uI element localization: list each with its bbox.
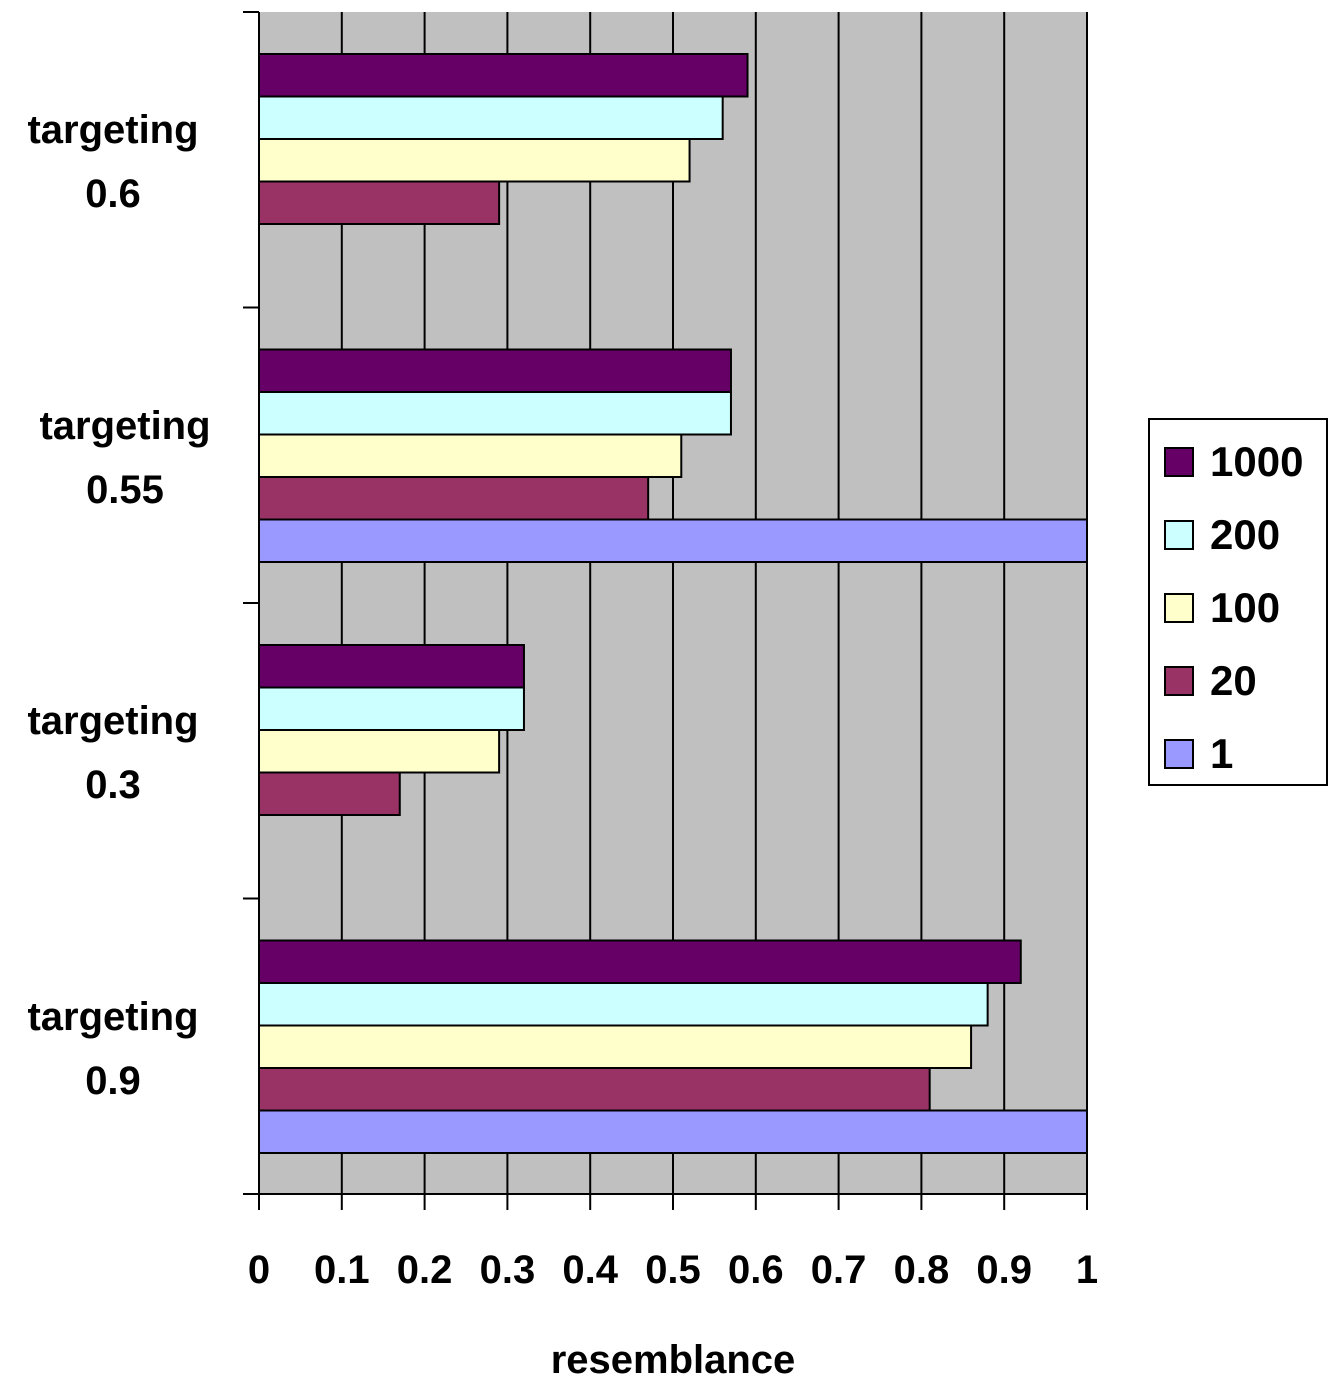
category-label-line: targeting <box>27 108 199 152</box>
legend-item: 200 <box>1164 511 1280 558</box>
legend-swatch <box>1164 666 1194 696</box>
legend-swatch <box>1164 447 1194 477</box>
axes <box>243 11 1088 1210</box>
legend-label: 1000 <box>1210 438 1304 485</box>
x-tick-label: 1 <box>1075 1248 1099 1292</box>
bar-200 <box>258 982 989 1027</box>
category-label-line: targeting <box>39 403 211 448</box>
bar-100 <box>258 1024 973 1069</box>
bar-200 <box>258 686 525 731</box>
x-tick-label: 0.3 <box>479 1248 536 1292</box>
category-label-line: targeting <box>27 699 199 743</box>
bar-200 <box>258 391 732 436</box>
category-label-line: 0.9 <box>85 1058 141 1103</box>
bar-100 <box>258 138 691 183</box>
x-tick-label: 0.8 <box>893 1248 950 1292</box>
bar-1 <box>258 518 1088 563</box>
x-tick-label: 0.5 <box>645 1248 701 1292</box>
bar-200 <box>258 95 724 140</box>
legend-label: 100 <box>1210 584 1281 631</box>
bar-1 <box>258 1109 1088 1154</box>
category-label: targeting 0.6 <box>0 98 228 226</box>
legend-swatch <box>1164 520 1194 550</box>
x-tick-label: 0.7 <box>810 1248 867 1292</box>
bar-20 <box>258 771 401 816</box>
x-tick-label: 0 <box>247 1248 271 1292</box>
legend-label: 20 <box>1210 657 1257 704</box>
x-axis-label: resemblance <box>550 1338 796 1382</box>
category-label: targeting 0.3 <box>0 689 228 817</box>
category-label-line: 0.6 <box>85 172 141 216</box>
category-label-line: 0.3 <box>85 763 141 807</box>
bar-1000 <box>258 644 525 689</box>
category-label-line: targeting <box>27 994 199 1039</box>
legend-swatch <box>1164 593 1194 623</box>
bar-100 <box>258 433 683 478</box>
legend-label: 200 <box>1210 511 1281 558</box>
category-label: targeting 0.55 <box>10 394 240 522</box>
legend: 1000 200 100 20 1 <box>1148 418 1328 786</box>
legend-label: 1 <box>1210 730 1234 777</box>
legend-item: 20 <box>1164 657 1257 704</box>
x-tick-label: 0.2 <box>396 1248 453 1292</box>
legend-item: 100 <box>1164 584 1280 631</box>
legend-swatch <box>1164 739 1194 769</box>
bar-20 <box>258 1067 931 1112</box>
legend-item: 1 <box>1164 730 1233 777</box>
bar-1000 <box>258 53 749 98</box>
x-tick-label: 0.4 <box>562 1248 618 1292</box>
x-tick-label: 0.1 <box>313 1248 370 1292</box>
bar-1000 <box>258 348 732 393</box>
bar-20 <box>258 180 501 225</box>
category-label: targeting 0.9 <box>0 985 228 1113</box>
x-tick-label: 0.6 <box>727 1248 784 1292</box>
bars <box>258 53 1088 1154</box>
category-label-line: 0.55 <box>86 467 164 512</box>
bar-100 <box>258 729 501 774</box>
bar-1000 <box>258 939 1022 984</box>
legend-item: 1000 <box>1164 438 1303 485</box>
bar-20 <box>258 476 650 521</box>
x-tick-label: 0.9 <box>976 1248 1032 1292</box>
